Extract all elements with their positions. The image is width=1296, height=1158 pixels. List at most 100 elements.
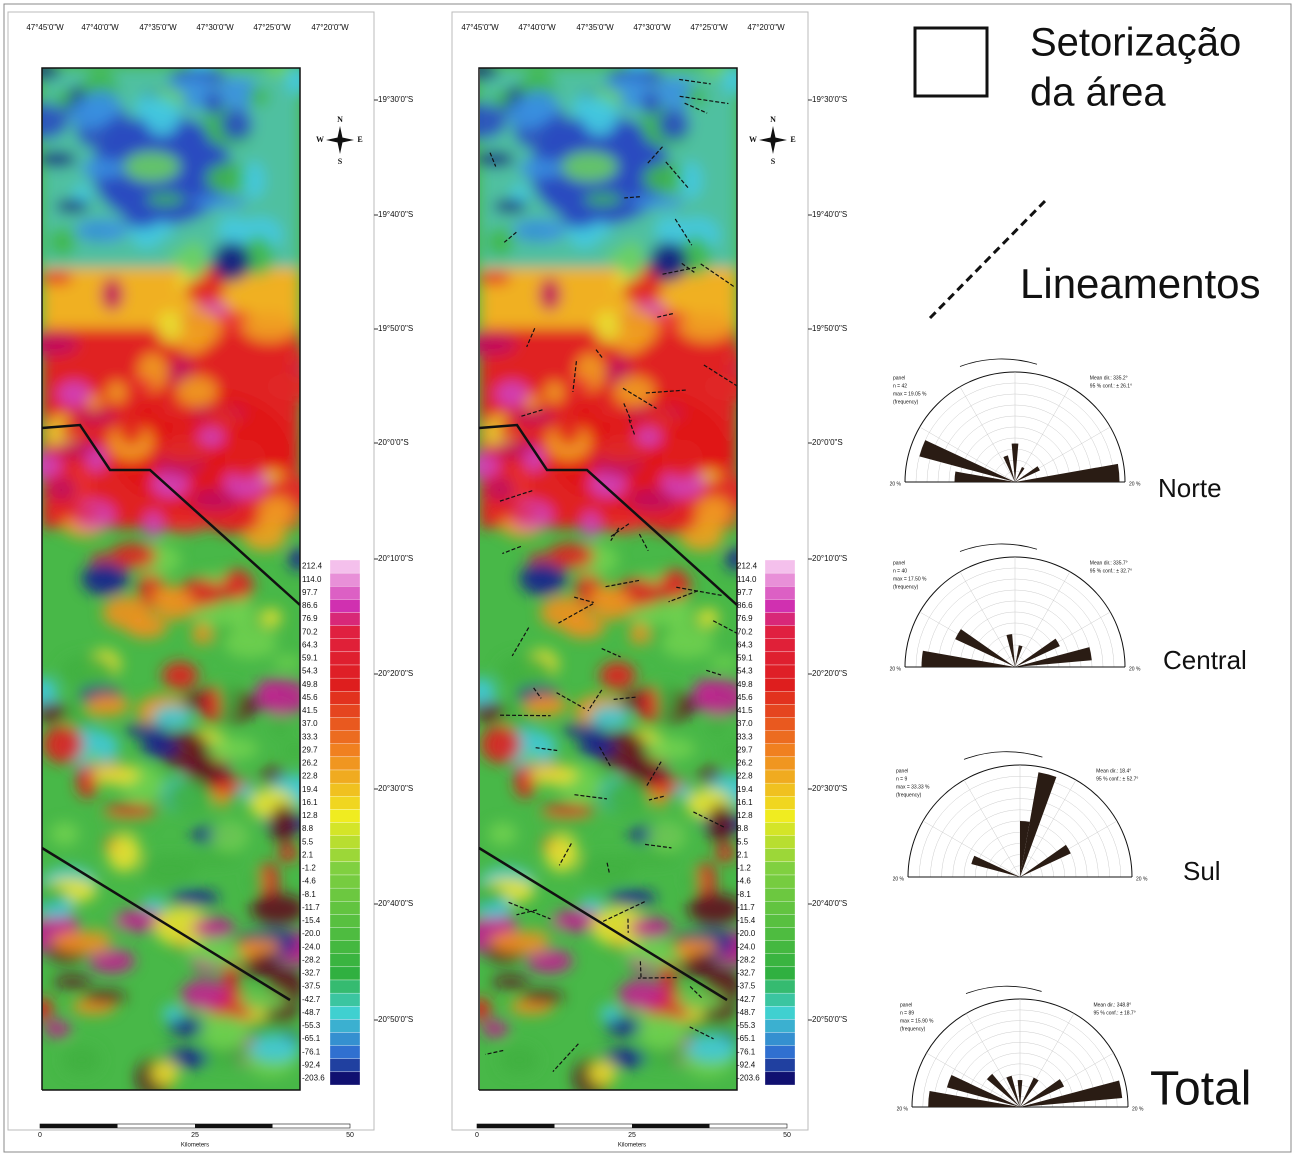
compass-label: E xyxy=(790,135,795,144)
color-scale-swatch xyxy=(765,1019,795,1032)
map-blob xyxy=(518,159,562,179)
color-scale-label: 97.7 xyxy=(302,588,318,597)
rose-stat: panel xyxy=(900,1002,912,1008)
color-scale-swatch xyxy=(330,836,360,849)
latitude-label: 19°50'0"S xyxy=(812,324,847,333)
map-blob xyxy=(52,931,111,955)
color-scale-swatch xyxy=(765,836,795,849)
map-blob xyxy=(687,1036,737,1062)
color-scale-swatch xyxy=(330,652,360,665)
color-scale-swatch xyxy=(765,1033,795,1046)
color-scale-swatch xyxy=(330,704,360,717)
latitude-label: 19°50'0"S xyxy=(378,324,413,333)
color-scale-swatch xyxy=(330,613,360,626)
color-scale-label: -65.1 xyxy=(302,1034,321,1043)
color-scale-label: 19.4 xyxy=(737,785,753,794)
color-scale-label: 22.8 xyxy=(302,772,318,781)
map-blob xyxy=(210,821,248,851)
map-blob xyxy=(286,65,311,95)
color-scale-label: -32.7 xyxy=(737,969,756,978)
color-scale-label: -65.1 xyxy=(737,1034,756,1043)
scale-bar-label: 25 xyxy=(191,1132,199,1139)
map-blob xyxy=(62,1045,101,1075)
map-blob xyxy=(192,917,235,938)
map-blob xyxy=(44,1021,71,1038)
map-blob xyxy=(192,623,211,645)
map-blob xyxy=(480,725,521,763)
map-blob xyxy=(469,998,491,1021)
map-blob xyxy=(55,200,89,213)
scale-bar-segment xyxy=(40,1124,118,1128)
map-blob xyxy=(680,162,702,199)
map-blob xyxy=(541,804,595,816)
color-scale-swatch xyxy=(330,823,360,836)
map-blob xyxy=(696,496,732,528)
map-blob xyxy=(588,1059,616,1086)
color-scale-label: -48.7 xyxy=(737,1008,756,1017)
map-blob xyxy=(146,193,184,205)
rose-radius-label: 20 % xyxy=(1129,666,1141,672)
map-blob xyxy=(658,109,690,141)
rose-radius-label: 20 % xyxy=(1136,876,1148,882)
latitude-label: 20°50'0"S xyxy=(812,1015,847,1024)
color-scale-swatch xyxy=(330,954,360,967)
map-blob xyxy=(193,605,245,626)
latitude-label: 19°30'0"S xyxy=(812,95,847,104)
map-blob xyxy=(48,478,77,500)
map-blob xyxy=(621,279,662,303)
color-scale-swatch xyxy=(330,888,360,901)
color-scale-label: 29.7 xyxy=(302,745,318,754)
map-blob xyxy=(158,438,209,464)
color-scale-label: 49.8 xyxy=(737,680,753,689)
map-blob xyxy=(522,990,564,1003)
color-scale-label: 26.2 xyxy=(302,759,318,768)
color-scale-label: 33.3 xyxy=(737,732,753,741)
color-scale-swatch xyxy=(765,560,795,573)
map-blob xyxy=(687,893,743,924)
color-scale-label: -15.4 xyxy=(302,916,321,925)
compass-label: W xyxy=(749,135,757,144)
map-blob xyxy=(654,682,677,719)
color-scale-label: -1.2 xyxy=(737,864,751,873)
color-scale-label: -76.1 xyxy=(302,1047,321,1056)
rose-stat: n = 89 xyxy=(900,1010,914,1016)
map-blob xyxy=(561,209,597,229)
map-blob xyxy=(524,694,567,716)
color-scale-swatch xyxy=(330,1046,360,1059)
color-scale-label: 59.1 xyxy=(302,654,318,663)
confidence-arc xyxy=(960,359,1037,367)
legend-text: Setorização xyxy=(1030,21,1241,65)
latitude-label: 20°50'0"S xyxy=(378,1015,413,1024)
scale-bar-label: 50 xyxy=(783,1132,791,1139)
map-blob xyxy=(221,569,253,602)
rose-stat: panel xyxy=(893,375,905,381)
latitude-label: 20°0'0"S xyxy=(812,438,843,447)
map-blob xyxy=(488,822,517,845)
color-scale-swatch xyxy=(765,1006,795,1019)
map-blob xyxy=(466,454,499,478)
scale-bar-label: 0 xyxy=(38,1132,42,1139)
color-scale-label: 16.1 xyxy=(737,798,753,807)
color-scale-label: 33.3 xyxy=(302,732,318,741)
map-blob xyxy=(38,151,77,166)
map-blob xyxy=(584,193,622,205)
map-blob xyxy=(490,931,549,955)
compass-label: S xyxy=(771,157,776,166)
map-blob xyxy=(84,990,126,1003)
color-scale-swatch xyxy=(765,665,795,678)
color-scale-label: 70.2 xyxy=(302,627,318,636)
map-blob xyxy=(109,543,157,569)
rose-stat: (frequency) xyxy=(896,792,922,798)
color-scale-label: -32.7 xyxy=(302,969,321,978)
color-scale-swatch xyxy=(765,783,795,796)
magnetic-map xyxy=(16,53,327,1097)
color-scale-swatch xyxy=(765,888,795,901)
map-blob xyxy=(478,271,511,285)
map-blob xyxy=(659,569,691,602)
map-blob xyxy=(80,159,124,179)
map-blob xyxy=(493,200,527,213)
map-blob xyxy=(486,478,515,500)
color-scale-label: 76.9 xyxy=(737,614,753,623)
color-scale-label: -76.1 xyxy=(737,1047,756,1056)
map-blob xyxy=(181,980,228,1011)
